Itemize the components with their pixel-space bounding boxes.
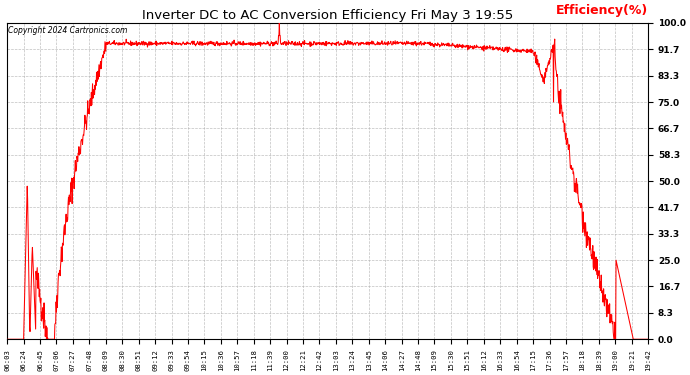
Text: Copyright 2024 Cartronics.com: Copyright 2024 Cartronics.com <box>8 26 127 35</box>
Text: Efficiency(%): Efficiency(%) <box>556 4 648 16</box>
Title: Inverter DC to AC Conversion Efficiency Fri May 3 19:55: Inverter DC to AC Conversion Efficiency … <box>142 9 513 22</box>
